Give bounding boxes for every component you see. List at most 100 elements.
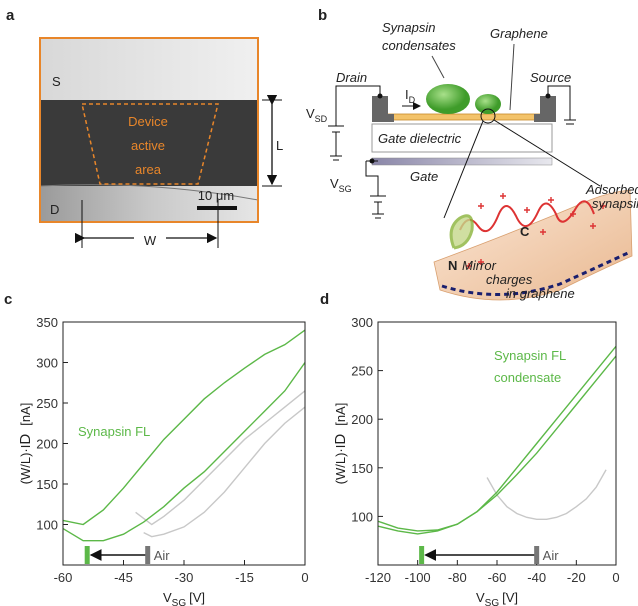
x-tick-label: -45 <box>114 570 133 585</box>
dirac-marker <box>534 546 539 564</box>
n-terminus: N <box>448 258 457 273</box>
scale-bar-label: 10 μm <box>198 188 234 203</box>
condensate <box>475 94 501 114</box>
y-label-unit: [nA] <box>333 403 348 426</box>
x-tick-label: -20 <box>567 570 586 585</box>
x-label-sub: SG <box>485 598 500 606</box>
panel-label: a <box>6 7 15 24</box>
length-label: L <box>276 138 283 153</box>
mirror-label: in graphene <box>506 286 575 301</box>
curve <box>63 363 305 541</box>
vsg-main: V <box>330 176 339 191</box>
c-terminus: C <box>520 224 530 239</box>
y-axis-label: (W/L)·ID [nA] <box>17 403 34 485</box>
figure: a S D Device active area L W 10 μm b Syn… <box>0 0 638 606</box>
condensate-label: Synapsin <box>382 20 435 35</box>
x-tick-label: -60 <box>54 570 73 585</box>
label-d: D <box>50 202 59 217</box>
drain-label: Drain <box>336 70 367 85</box>
y-tick-label: 300 <box>351 315 373 330</box>
dirac-marker <box>145 546 150 564</box>
plot-frame <box>63 322 305 565</box>
region-label: area <box>135 162 162 177</box>
y-tick-label: 300 <box>36 356 58 371</box>
label-s: S <box>52 74 61 89</box>
x-axis-label: VSG[V] <box>163 590 205 606</box>
curve <box>136 391 305 525</box>
vsg-label: VSG <box>330 176 352 194</box>
source-electrode <box>534 96 556 122</box>
vsd-sub: SD <box>315 114 328 124</box>
mirror-label: charges <box>486 272 533 287</box>
x-label-main: V <box>163 590 172 605</box>
x-label-unit: [V] <box>189 590 205 605</box>
y-tick-label: 150 <box>351 461 373 476</box>
y-tick-label: 100 <box>36 518 58 533</box>
node <box>546 94 551 99</box>
y-tick-label: 250 <box>351 364 373 379</box>
source-label: Source <box>530 70 571 85</box>
ground <box>330 152 342 160</box>
graphene <box>384 114 544 120</box>
y-label-sub: D <box>17 434 34 445</box>
width-label: W <box>144 233 157 248</box>
x-tick-label: -120 <box>365 570 391 585</box>
pointer <box>510 44 514 110</box>
region-label: active <box>131 138 165 153</box>
x-tick-label: -40 <box>527 570 546 585</box>
curve <box>487 470 606 520</box>
region-label: Device <box>128 114 168 129</box>
panel-label: b <box>318 7 327 24</box>
charts: c -60 -45 -30 -15 0 100 150 200 250 300 350 Synapsin… <box>4 291 620 606</box>
adsorbed-label: Adsorbed <box>585 182 638 197</box>
node <box>370 159 375 164</box>
y-axis-label: (W/L)·ID[nA] <box>332 403 349 485</box>
x-tick-label: -60 <box>488 570 507 585</box>
x-tick-label: 0 <box>301 570 308 585</box>
panel-label: c <box>4 291 12 308</box>
dielectric-label: Gate dielectric <box>378 131 462 146</box>
y-tick-label: 350 <box>36 315 58 330</box>
current-label: ID <box>405 87 416 105</box>
panel-label: d <box>320 291 329 308</box>
x-label-unit: [V] <box>502 590 518 605</box>
x-tick-label: -30 <box>175 570 194 585</box>
dirac-marker <box>419 546 424 564</box>
y-label-sub: D <box>332 434 349 445</box>
electrode-top <box>40 38 258 100</box>
drain-electrode <box>372 96 394 122</box>
panel-a: a S D Device active area L W 10 μm <box>6 7 283 248</box>
x-axis-label: VSG[V] <box>476 590 518 606</box>
x-tick-label: -15 <box>235 570 254 585</box>
panel-b: b Synapsin condensates Graphene Drain So… <box>306 7 638 301</box>
vsd-main: V <box>306 106 315 121</box>
annotation: Synapsin FL <box>78 424 150 439</box>
y-tick-label: 250 <box>36 396 58 411</box>
y-label-unit: [nA] <box>18 403 33 426</box>
gate-wire <box>366 161 386 218</box>
node <box>378 94 383 99</box>
shift-label: Air <box>543 548 560 563</box>
condensate <box>426 84 470 114</box>
annotation: condensate <box>494 370 561 385</box>
vsd-label: VSD <box>306 106 328 124</box>
x-tick-label: -80 <box>448 570 467 585</box>
annotation: Synapsin FL <box>494 348 566 363</box>
adsorbed-label: synapsin <box>592 196 638 211</box>
gate <box>372 158 552 165</box>
graphene-label: Graphene <box>490 26 548 41</box>
condensate-label: condensates <box>382 38 456 53</box>
y-tick-label: 100 <box>351 509 373 524</box>
y-label-main: (W/L)·I <box>18 445 33 485</box>
vsg-sub: SG <box>339 184 352 194</box>
protein-domain <box>451 216 472 248</box>
x-label-sub: SG <box>172 598 187 606</box>
x-tick-label: 0 <box>612 570 619 585</box>
dirac-marker <box>85 546 90 564</box>
y-tick-label: 200 <box>351 412 373 427</box>
current-sub: D <box>409 95 416 105</box>
scale-bar <box>197 206 237 210</box>
x-label-main: V <box>476 590 485 605</box>
gate-label: Gate <box>410 169 438 184</box>
shift-label: Air <box>154 548 171 563</box>
